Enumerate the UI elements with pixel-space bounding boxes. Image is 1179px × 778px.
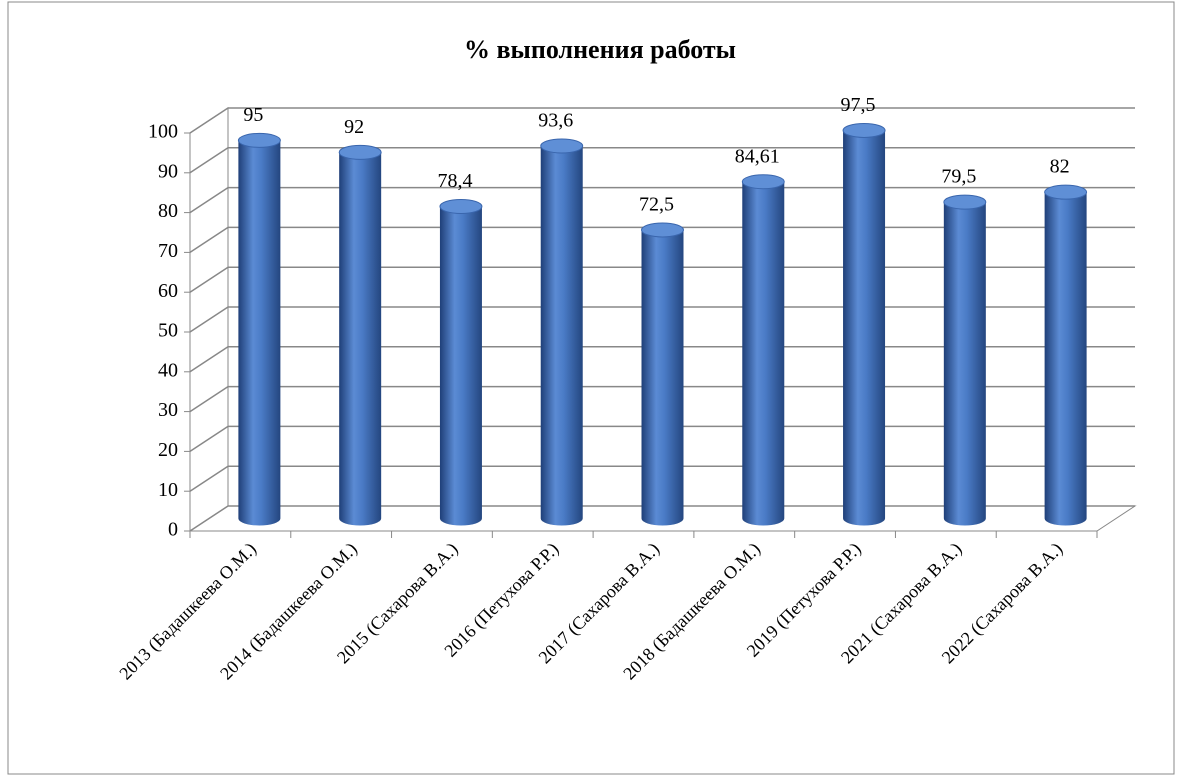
bar-top	[641, 222, 684, 238]
value-label: 95	[243, 104, 263, 126]
bar	[843, 123, 886, 526]
y-tick-label: 60	[158, 280, 178, 302]
y-tick-label: 100	[148, 121, 178, 143]
bar-top	[842, 122, 886, 138]
value-label: 78,4	[437, 170, 472, 192]
bar-top	[1044, 184, 1088, 200]
bar	[943, 195, 986, 526]
bar	[339, 145, 382, 526]
bar-top	[943, 194, 987, 210]
grid-line	[189, 465, 1135, 492]
value-label: 79,5	[941, 166, 976, 188]
bar	[641, 222, 684, 526]
y-tick-label: 10	[158, 479, 178, 501]
value-label: 93,6	[538, 110, 573, 132]
y-tick-label: 20	[158, 439, 178, 461]
value-label: 84,61	[735, 145, 780, 167]
bar-top	[338, 144, 382, 160]
bar-top	[439, 198, 483, 214]
grid-line	[189, 186, 1135, 214]
grid-line	[189, 226, 1135, 254]
grid-line	[189, 505, 1135, 532]
grid-line	[189, 147, 1135, 174]
y-tick-label: 70	[158, 240, 178, 262]
bar-top	[741, 174, 785, 190]
grid-line	[189, 346, 1135, 373]
y-tick-label: 50	[158, 320, 178, 342]
y-tick-label: 30	[158, 399, 178, 421]
bar	[238, 133, 281, 526]
y-tick-label: 40	[158, 359, 178, 381]
grid-line	[189, 266, 1135, 293]
value-label: 92	[344, 116, 364, 138]
y-tick-label: 0	[168, 519, 178, 541]
value-label: 72,5	[639, 194, 674, 216]
bar	[439, 199, 482, 526]
value-label: 97,5	[841, 94, 876, 116]
value-label: 82	[1050, 156, 1070, 178]
chart-border	[7, 1, 1175, 775]
bar	[1044, 185, 1087, 526]
bar	[540, 138, 583, 526]
chart-title: % выполнения работы	[464, 35, 736, 64]
y-tick-label: 80	[158, 200, 178, 222]
bar-top	[540, 138, 584, 154]
bar	[742, 174, 785, 526]
y-tick-label: 90	[158, 160, 178, 182]
grid-line	[189, 425, 1135, 453]
grid-line	[189, 306, 1135, 333]
bar-top	[237, 132, 281, 148]
grid-line	[189, 385, 1135, 413]
grid-line	[189, 107, 1135, 134]
